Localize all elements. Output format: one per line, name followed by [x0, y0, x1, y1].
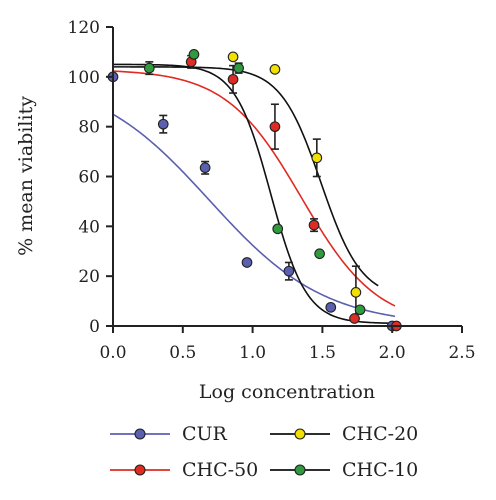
legend-label: CUR [182, 423, 228, 445]
data-point-cur [199, 162, 211, 174]
legend-label: CHC-20 [342, 423, 418, 445]
y-axis-title: % mean viability [15, 96, 37, 256]
data-point-chc-50 [349, 313, 360, 324]
legend-marker [134, 464, 146, 476]
x-tick-label: 2.5 [448, 343, 475, 363]
fit-curves [112, 63, 396, 325]
data-point-chc-10 [188, 49, 200, 60]
data-point-chc-10 [272, 223, 284, 235]
legend-label: CHC-50 [182, 459, 258, 481]
data-point-chc-10 [314, 248, 325, 260]
data-point-cur [241, 257, 253, 268]
data-point-cur [325, 301, 337, 313]
x-tick-label: 0.5 [169, 343, 196, 363]
data-point-cur [157, 118, 169, 130]
y-tick-label: 0 [89, 317, 100, 337]
legend: CUR CHC-50 CHC-20 CHC-10 [110, 423, 418, 481]
data-point-cur [283, 265, 295, 277]
x-tick-label: 0.0 [99, 343, 126, 363]
x-tick-label: 2.0 [379, 343, 406, 363]
data-point-chc-10 [354, 304, 366, 316]
x-tick-label: 1.5 [309, 343, 336, 363]
y-axis-ticks: 0 20 40 60 80 100 120 [68, 18, 113, 337]
x-tick-label: 1.0 [239, 343, 266, 363]
data-point-chc-20 [350, 287, 362, 298]
fit-curve-chc-50 [112, 70, 396, 307]
data-point-chc-10 [233, 62, 244, 74]
fit-curve-chc-10 [112, 63, 395, 325]
plot-area [107, 49, 402, 332]
y-tick-label: 100 [68, 68, 100, 88]
data-point-chc-50 [269, 121, 281, 133]
data-points [107, 49, 402, 332]
fit-curve-cur [112, 113, 396, 318]
y-tick-label: 40 [78, 217, 100, 237]
legend-label: CHC-10 [342, 459, 418, 481]
error-bars [145, 54, 360, 320]
legend-marker [294, 428, 306, 440]
y-tick-label: 20 [78, 267, 100, 287]
legend-marker [294, 464, 306, 476]
data-point-chc-10 [143, 62, 155, 74]
y-tick-label: 60 [78, 168, 100, 188]
data-point-chc-20 [227, 51, 239, 63]
data-point-chc-50 [227, 73, 239, 85]
data-point-chc-20 [269, 64, 281, 75]
data-point-chc-20 [311, 152, 323, 164]
fit-curve-chc-20 [112, 66, 379, 287]
x-axis-title: Log concentration [199, 381, 375, 403]
x-axis-ticks: 0.0 0.5 1.0 1.5 2.0 2.5 [99, 326, 476, 363]
legend-marker [134, 428, 146, 440]
y-tick-label: 80 [78, 118, 100, 138]
y-tick-label: 120 [68, 18, 100, 38]
data-point-chc-50 [308, 219, 320, 231]
